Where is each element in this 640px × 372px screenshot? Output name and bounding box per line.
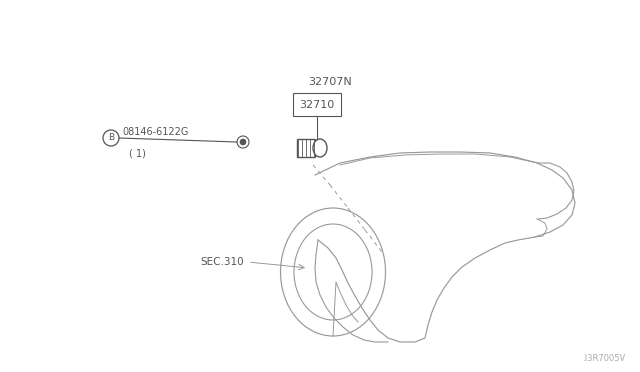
Text: SEC.310: SEC.310 bbox=[200, 257, 244, 267]
Text: 32710: 32710 bbox=[300, 99, 335, 109]
Circle shape bbox=[240, 139, 246, 145]
Text: B: B bbox=[108, 134, 114, 142]
Text: ( 1): ( 1) bbox=[129, 148, 146, 158]
Text: 32707N: 32707N bbox=[308, 77, 352, 87]
Text: .I3R7005V: .I3R7005V bbox=[582, 354, 625, 363]
Bar bbox=[293, 93, 341, 116]
FancyBboxPatch shape bbox=[297, 139, 315, 157]
Text: 08146-6122G: 08146-6122G bbox=[122, 127, 188, 137]
Ellipse shape bbox=[313, 139, 327, 157]
